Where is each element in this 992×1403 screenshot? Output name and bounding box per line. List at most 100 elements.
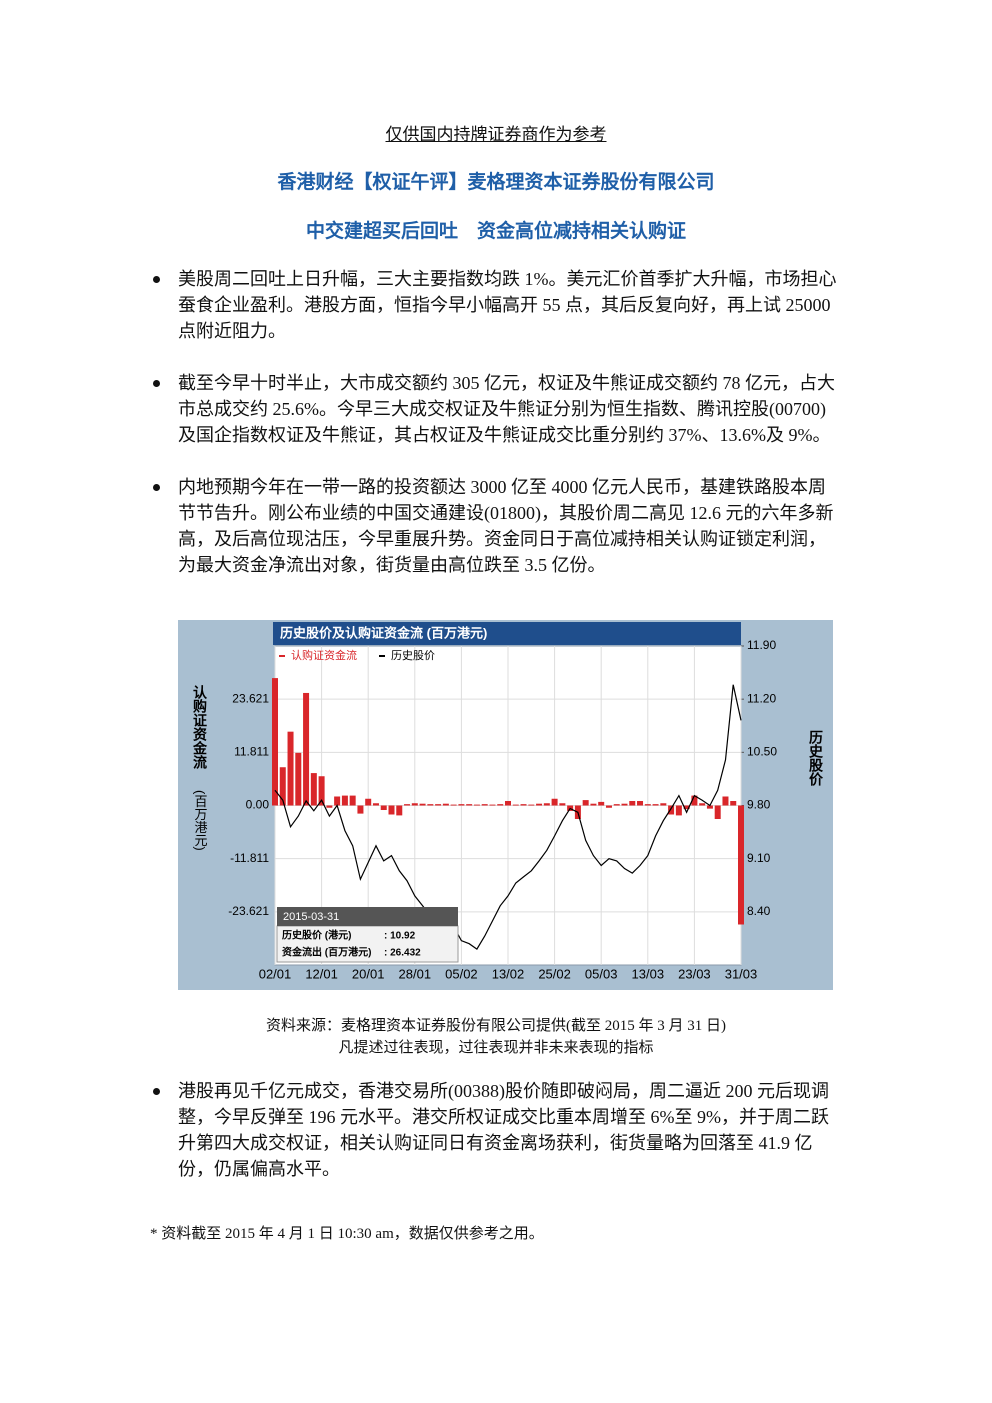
bar <box>473 804 480 806</box>
x-tick-label: 12/01 <box>305 966 338 981</box>
bar <box>691 795 698 806</box>
bar <box>419 803 426 806</box>
y2-tick-label: 10.50 <box>747 745 777 759</box>
bar <box>411 803 418 806</box>
y-axis-unit: (百万港元) <box>193 790 208 851</box>
bar <box>334 796 341 806</box>
tooltip-label: 资金流出 (百万港元) <box>282 946 371 959</box>
bar <box>536 803 543 806</box>
bullet: 截至今早十时半止，大市成交额约 305 亿元，权证及牛熊证成交额约 78 亿元，… <box>150 370 840 448</box>
bullet: 港股再见千亿元成交，香港交易所(00388)股价随即破闷局，周二逼近 200 元… <box>150 1078 840 1182</box>
subtitle: 中交建超买后回吐 资金高位减持相关认购证 <box>305 220 686 242</box>
bar <box>396 805 403 816</box>
y-tick-label: 23.621 <box>232 691 269 705</box>
bar <box>512 804 519 806</box>
bar <box>489 804 496 806</box>
bar <box>637 800 644 806</box>
bar <box>372 803 379 806</box>
bar <box>349 795 356 806</box>
bar <box>675 805 682 816</box>
bar <box>668 805 675 815</box>
x-tick-label: 13/03 <box>632 966 665 981</box>
title: 香港财经【权证午评】麦格理资本证券股份有限公司 <box>277 171 715 193</box>
bullet-list: 港股再见千亿元成交，香港交易所(00388)股价随即破闷局，周二逼近 200 元… <box>150 1078 840 1208</box>
y-tick-label: -23.621 <box>228 904 269 918</box>
y-axis-label: 认购证资金流 <box>192 684 208 770</box>
bar <box>295 752 302 806</box>
bar <box>551 798 558 806</box>
bar <box>621 803 628 806</box>
bar <box>287 731 294 806</box>
bar <box>590 803 597 806</box>
x-tick-label: 02/01 <box>259 966 292 981</box>
bar <box>279 767 286 806</box>
bar <box>714 805 721 820</box>
x-tick-label: 13/02 <box>492 966 525 981</box>
bar <box>613 804 620 806</box>
bar <box>722 796 729 806</box>
bar <box>730 800 737 806</box>
bar <box>559 803 566 806</box>
x-tick-label: 05/03 <box>585 966 618 981</box>
bar <box>442 803 449 806</box>
price-line <box>274 684 742 950</box>
bar <box>660 803 667 806</box>
y2-tick-label: 11.20 <box>747 691 776 705</box>
bar <box>303 692 310 806</box>
bullet: 美股周二回吐上日升幅，三大主要指数均跌 1%。美元汇价首季扩大升幅，市场担心蚕食… <box>150 266 840 344</box>
bar <box>450 804 457 806</box>
bar <box>458 804 465 806</box>
bar <box>629 800 636 806</box>
bar <box>310 773 317 806</box>
x-tick-label: 23/03 <box>678 966 711 981</box>
bar <box>326 805 333 808</box>
bar <box>706 805 713 809</box>
y2-tick-label: 8.40 <box>747 904 771 918</box>
title-bar <box>273 622 741 645</box>
bar <box>427 804 434 806</box>
y-tick-label: 11.811 <box>234 745 269 759</box>
y2-axis-label: 历史股价 <box>808 730 824 787</box>
bar <box>528 804 535 806</box>
bar <box>738 805 744 925</box>
bar <box>357 805 364 814</box>
bullet: 内地预期今年在一带一路的投资额达 3000 亿至 4000 亿元人民币，基建铁路… <box>150 474 840 578</box>
tooltip-label: 历史股价 (港元) <box>282 929 351 942</box>
bar <box>341 795 348 806</box>
legend-label: 认购证资金流 <box>291 648 357 662</box>
bar <box>582 800 589 806</box>
tooltip-value: : 10.92 <box>384 931 416 942</box>
y-tick-label: -11.811 <box>230 851 269 865</box>
bar <box>272 678 278 806</box>
bar <box>683 805 690 810</box>
bar <box>404 804 411 806</box>
chart-svg: 历史股价及认购证资金流 (百万港元) 认购证资金流 (百万港元) 历史股价 -23.62… <box>192 622 824 981</box>
tooltip-header <box>277 907 458 926</box>
bar <box>520 804 527 806</box>
legend-label: 历史股价 <box>391 649 435 662</box>
legend-swatch <box>379 655 385 657</box>
bar <box>365 798 372 806</box>
bar <box>699 803 706 806</box>
bar <box>435 804 442 806</box>
bullet-list: 美股周二回吐上日升幅，三大主要指数均跌 1%。美元汇价首季扩大升幅，市场担心蚕食… <box>150 266 840 604</box>
x-tick-label: 20/01 <box>352 966 385 981</box>
bar <box>644 804 651 806</box>
chart-title: 历史股价及认购证资金流 (百万港元) <box>280 625 487 640</box>
caption: 资料来源：麦格理资本证券股份有限公司提供(截至 2015 年 3 月 31 日) <box>266 1018 726 1034</box>
tooltip-value: : 26.432 <box>384 948 421 959</box>
bar <box>388 805 395 815</box>
bar <box>497 804 504 806</box>
legend-swatch <box>279 655 285 657</box>
bar <box>481 804 488 806</box>
bar <box>652 804 659 806</box>
tooltip-body <box>276 925 459 963</box>
x-tick-label: 28/01 <box>399 966 432 981</box>
bar <box>505 800 511 806</box>
footnote: * 资料截至 2015 年 4 月 1 日 10:30 am，数据仅供参考之用。 <box>150 1226 544 1242</box>
y-tick-label: 0.00 <box>246 798 270 812</box>
y2-tick-label: 11.90 <box>747 638 776 652</box>
bar <box>380 805 387 811</box>
